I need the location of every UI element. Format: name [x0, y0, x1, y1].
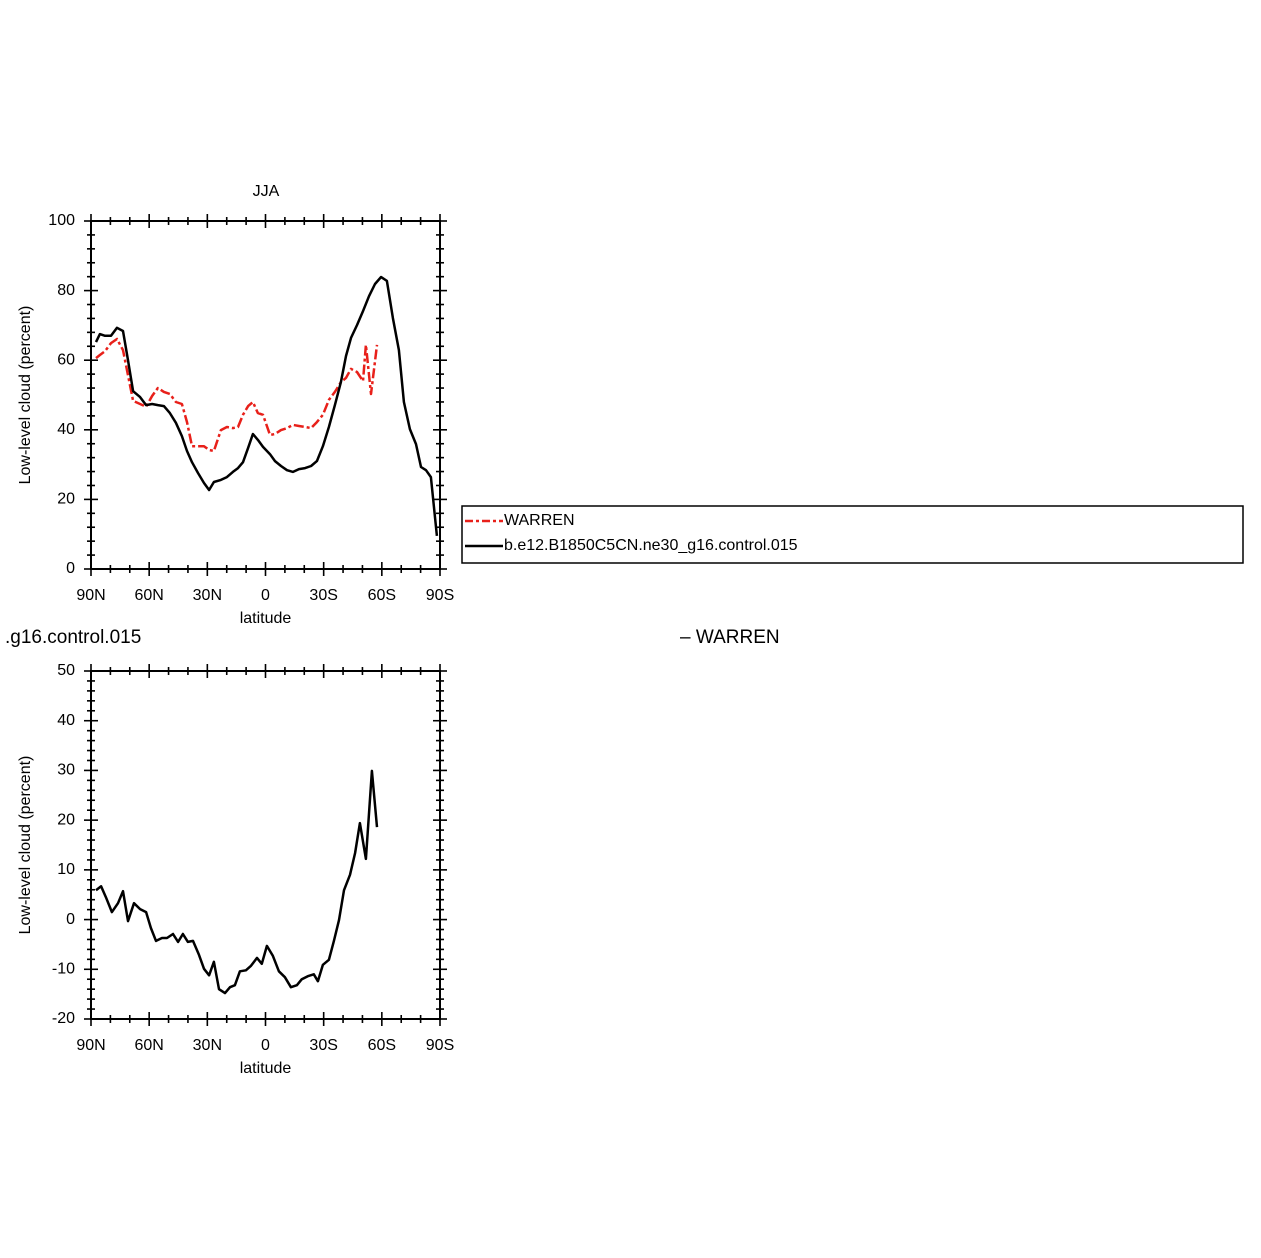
y-tick-label: 0 [66, 911, 75, 928]
plot-frame [90, 670, 441, 1020]
left-title: .g16.control.015 [5, 627, 141, 648]
right-title: – WARREN [680, 627, 780, 648]
y-tick-label: 20 [57, 811, 75, 828]
y-tick-label: 0 [66, 560, 75, 577]
x-tick-label: 30N [193, 587, 222, 604]
x-tick-label: 90N [76, 1037, 105, 1054]
x-tick-label: 30S [309, 587, 337, 604]
x-tick-label: 30S [309, 1037, 337, 1054]
y-tick-label: 30 [57, 762, 75, 779]
x-axis-label: latitude [240, 1060, 292, 1077]
legend-label: b.e12.B1850C5CN.ne30_g16.control.015 [504, 537, 798, 554]
y-tick-label: 20 [57, 491, 75, 508]
y-tick-label: 40 [57, 712, 75, 729]
y-tick-label: -10 [52, 961, 75, 978]
x-tick-label: 30N [193, 1037, 222, 1054]
chart-title: JJA [253, 183, 280, 200]
x-tick-label: 90N [76, 587, 105, 604]
x-tick-label: 60S [368, 1037, 396, 1054]
legend-box [461, 505, 1244, 564]
x-tick-label: 0 [261, 587, 270, 604]
y-tick-label: 50 [57, 662, 75, 679]
y-tick-label: 40 [57, 421, 75, 438]
y-tick-label: 10 [57, 861, 75, 878]
y-tick-label: 80 [57, 282, 75, 299]
data-line [95, 337, 379, 453]
data-line [95, 769, 379, 995]
y-tick-label: 60 [57, 351, 75, 368]
plot-frame [90, 220, 441, 570]
data-line [94, 275, 439, 537]
y-axis-label: Low-level cloud (percent) [17, 756, 34, 935]
x-tick-label: 90S [426, 587, 454, 604]
x-tick-label: 60N [134, 1037, 163, 1054]
x-axis-label: latitude [240, 610, 292, 627]
x-tick-label: 90S [426, 1037, 454, 1054]
legend-label: WARREN [504, 512, 575, 529]
y-tick-label: -20 [52, 1010, 75, 1027]
y-axis-label: Low-level cloud (percent) [17, 306, 34, 485]
x-tick-label: 0 [261, 1037, 270, 1054]
x-tick-label: 60S [368, 587, 396, 604]
y-tick-label: 100 [48, 212, 75, 229]
x-tick-label: 60N [134, 587, 163, 604]
